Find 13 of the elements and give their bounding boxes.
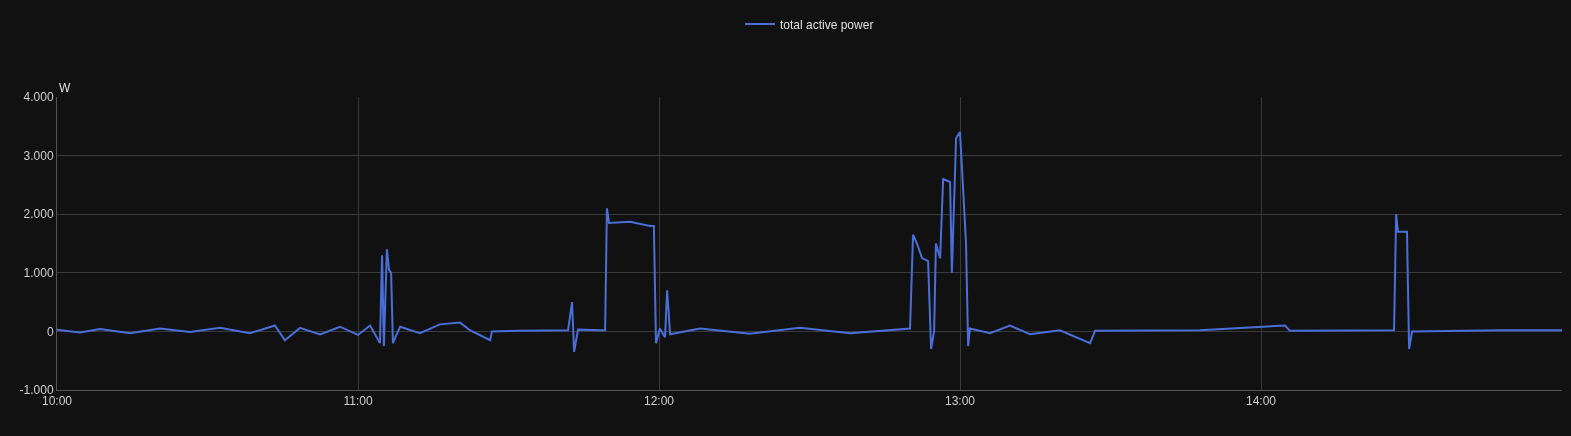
x-tick-label: 12:00: [643, 394, 675, 409]
y-axis-title: W: [59, 81, 71, 95]
y-tick-label: 0: [46, 324, 54, 339]
y-tick-label: 3.000: [23, 148, 54, 163]
x-tick-label: 11:00: [343, 394, 373, 409]
y-tick-label: 2.000: [23, 207, 54, 222]
legend-label: total active power: [780, 17, 874, 32]
x-tick-label: 14:00: [1245, 394, 1277, 409]
x-tick-label: 10:00: [41, 394, 73, 409]
x-tick-label: 13:00: [944, 394, 976, 409]
y-tick-label: 4.000: [23, 90, 54, 105]
y-tick-label: 1.000: [23, 266, 54, 280]
line-series: [57, 131, 1562, 353]
